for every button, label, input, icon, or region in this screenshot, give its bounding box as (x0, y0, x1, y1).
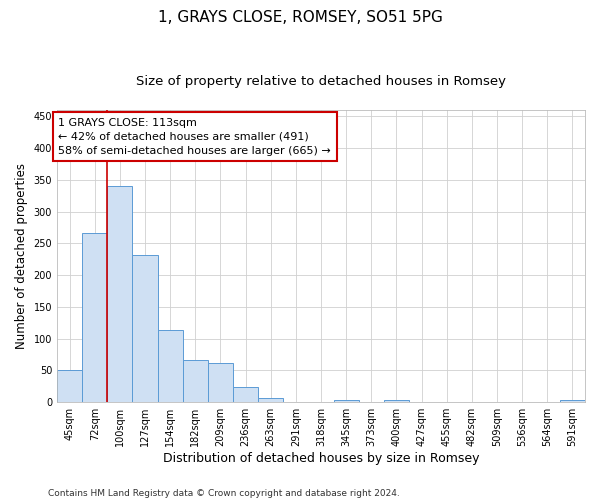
Y-axis label: Number of detached properties: Number of detached properties (15, 163, 28, 349)
Bar (258, 398, 283, 402)
Bar (233, 387, 258, 402)
Text: 1, GRAYS CLOSE, ROMSEY, SO51 5PG: 1, GRAYS CLOSE, ROMSEY, SO51 5PG (158, 10, 442, 25)
Bar (183, 360, 208, 402)
Text: Contains HM Land Registry data © Crown copyright and database right 2024.: Contains HM Land Registry data © Crown c… (48, 488, 400, 498)
Text: 1 GRAYS CLOSE: 113sqm
← 42% of detached houses are smaller (491)
58% of semi-det: 1 GRAYS CLOSE: 113sqm ← 42% of detached … (58, 118, 331, 156)
Bar (82, 232, 107, 402)
Bar (384, 400, 409, 402)
Bar (208, 363, 233, 402)
Bar (334, 400, 359, 402)
Bar (560, 400, 585, 402)
Title: Size of property relative to detached houses in Romsey: Size of property relative to detached ho… (136, 75, 506, 88)
Bar (158, 330, 183, 402)
X-axis label: Distribution of detached houses by size in Romsey: Distribution of detached houses by size … (163, 452, 479, 465)
Bar (57, 370, 82, 402)
Bar (133, 255, 158, 402)
Bar (107, 186, 133, 402)
